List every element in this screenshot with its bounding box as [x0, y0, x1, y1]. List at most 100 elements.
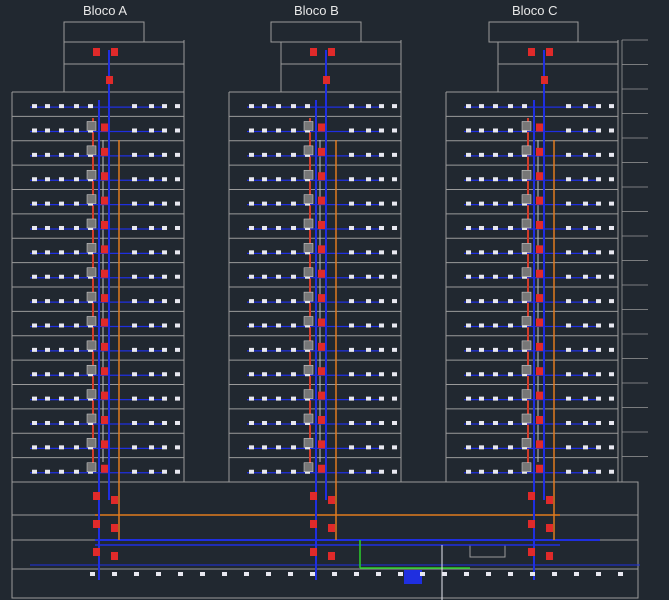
fixture-icon [276, 323, 281, 328]
fixture-icon [464, 572, 469, 576]
valve-icon [318, 342, 325, 351]
valve-icon [106, 76, 113, 84]
valve-icon [536, 123, 543, 132]
fixture-icon [583, 372, 588, 377]
fixture-icon [596, 152, 601, 157]
fixture-icon [583, 177, 588, 182]
fixture-icon [249, 250, 254, 255]
meter-icon [86, 145, 97, 156]
fixture-icon [59, 469, 64, 474]
fixture-icon [291, 396, 296, 401]
fixture-icon [366, 177, 371, 182]
fixture-icon [32, 274, 37, 279]
fixture-icon [32, 177, 37, 182]
fixture-icon [366, 347, 371, 352]
fixture-icon [262, 299, 267, 304]
fixture-icon [132, 250, 137, 255]
equipment-box [469, 544, 506, 558]
fixture-icon [305, 104, 310, 109]
pump-icon [404, 570, 422, 584]
valve-icon [318, 440, 325, 449]
fixture-icon [132, 128, 137, 133]
fixture-icon [583, 201, 588, 206]
fixture-icon [392, 299, 397, 304]
fixture-icon [262, 274, 267, 279]
fixture-icon [32, 445, 37, 450]
fixture-icon [493, 177, 498, 182]
fixture-icon [379, 396, 384, 401]
fixture-icon [162, 177, 167, 182]
fixture-icon [466, 250, 471, 255]
fixture-icon [479, 347, 484, 352]
fixture-icon [596, 469, 601, 474]
valve-icon [546, 524, 553, 532]
meter-icon [86, 218, 97, 229]
fixture-icon [379, 420, 384, 425]
fixture-icon [74, 177, 79, 182]
fixture-icon [132, 469, 137, 474]
fixture-icon [566, 445, 571, 450]
fixture-icon [74, 469, 79, 474]
meter-icon [521, 316, 532, 326]
fixture-icon [45, 104, 50, 109]
fixture-icon [479, 152, 484, 157]
fixture-icon [379, 299, 384, 304]
valve-icon [111, 496, 118, 504]
fixture-icon [493, 372, 498, 377]
meter-icon [86, 169, 97, 180]
valve-icon [536, 269, 543, 278]
fixture-icon [609, 372, 614, 377]
fixture-icon [262, 347, 267, 352]
meter-icon [521, 169, 532, 180]
fixture-icon [379, 152, 384, 157]
fixture-icon [132, 299, 137, 304]
fixture-icon [486, 572, 491, 576]
fixture-icon [32, 152, 37, 157]
fixture-icon [59, 225, 64, 230]
fixture-icon [583, 469, 588, 474]
fixture-icon [366, 299, 371, 304]
fixture-icon [349, 396, 354, 401]
fixture-icon [366, 201, 371, 206]
fixture-icon [466, 396, 471, 401]
fixture-icon [466, 152, 471, 157]
fixture-icon [493, 299, 498, 304]
valve-icon [536, 294, 543, 303]
fixture-icon [566, 104, 571, 109]
valve-icon [536, 318, 543, 327]
fixture-icon [349, 128, 354, 133]
fixture-icon [392, 469, 397, 474]
fixture-icon [596, 396, 601, 401]
fixture-icon [609, 128, 614, 133]
meter-icon [521, 291, 532, 302]
fixture-icon [596, 323, 601, 328]
fixture-icon [466, 445, 471, 450]
fixture-icon [596, 572, 601, 576]
fixture-icon [175, 396, 180, 401]
fixture-icon [149, 274, 154, 279]
fixture-icon [479, 396, 484, 401]
fixture-icon [262, 250, 267, 255]
meter-icon [521, 145, 532, 156]
meter-icon [86, 340, 97, 351]
fixture-icon [466, 225, 471, 230]
fixture-icon [45, 177, 50, 182]
valve-icon [318, 220, 325, 229]
fixture-icon [149, 420, 154, 425]
fixture-icon [609, 152, 614, 157]
fixture-icon [376, 572, 381, 576]
fixture-icon [349, 274, 354, 279]
fixture-icon [566, 152, 571, 157]
fixture-icon [162, 323, 167, 328]
fixture-icon [288, 572, 293, 576]
meter-icon [303, 438, 314, 448]
fixture-icon [466, 104, 471, 109]
fixture-icon [291, 225, 296, 230]
fixture-icon [366, 274, 371, 279]
fixture-icon [249, 323, 254, 328]
fixture-icon [45, 225, 50, 230]
fixture-icon [132, 152, 137, 157]
fixture-icon [596, 177, 601, 182]
fixture-icon [291, 250, 296, 255]
